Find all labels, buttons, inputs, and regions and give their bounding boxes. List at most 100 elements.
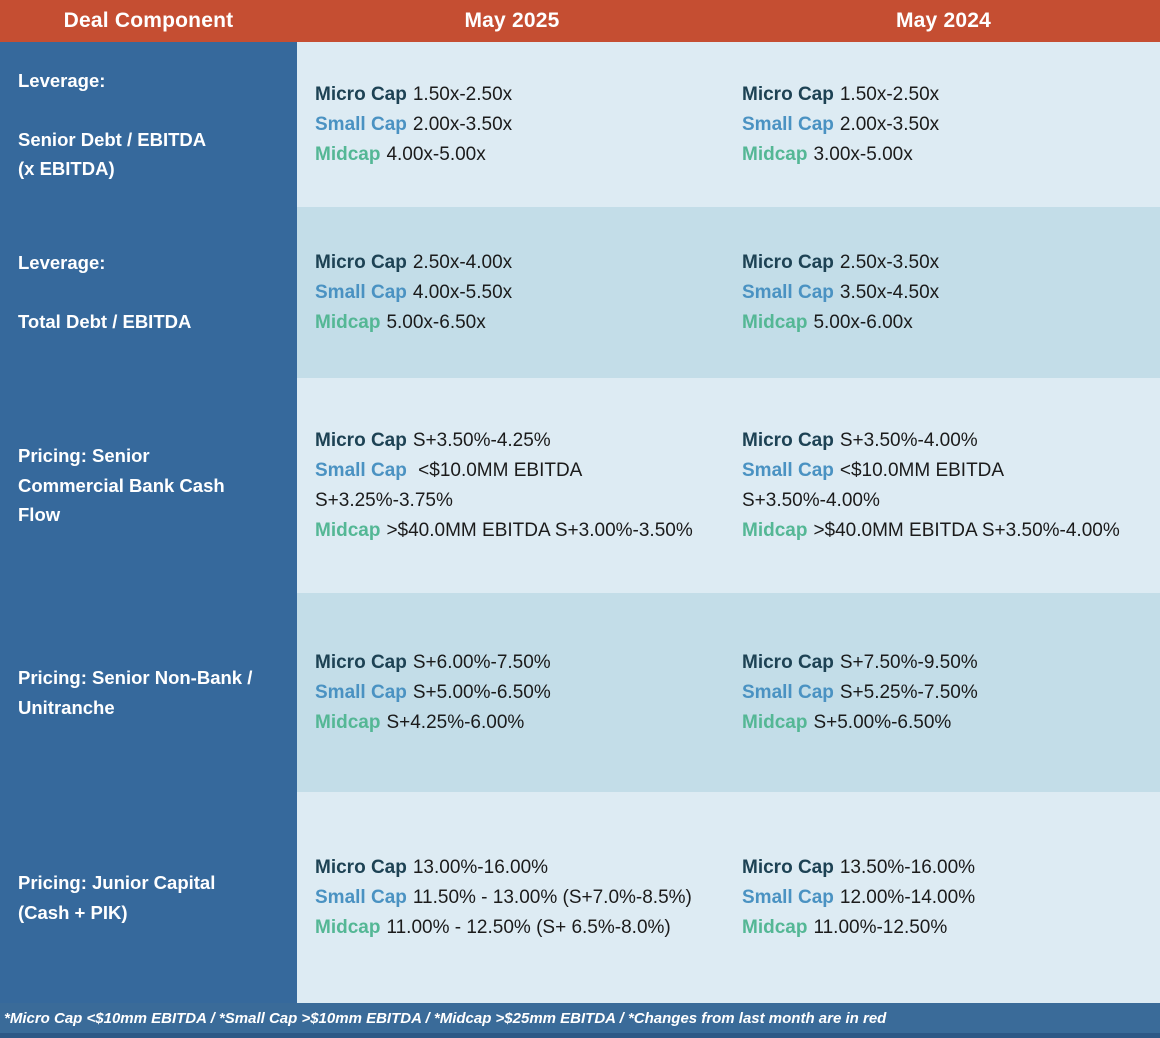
range-value: 4.00x-5.00x bbox=[386, 143, 486, 165]
component-label-line: (x EBITDA) bbox=[18, 158, 115, 179]
footnote-bar: *Micro Cap <$10mm EBITDA / *Small Cap >$… bbox=[0, 1003, 1160, 1038]
row-component-label: Leverage: Senior Debt / EBITDA (x EBITDA) bbox=[0, 42, 297, 207]
range-entry: Midcap 4.00x-5.00x bbox=[315, 140, 713, 170]
cell-may2025: Micro Cap 1.50x-2.50x Small Cap 2.00x-3.50x… bbox=[297, 42, 727, 207]
range-entry: Micro Cap 1.50x-2.50x bbox=[315, 80, 713, 110]
cell-may2024: Micro Cap S+7.50%-9.50% Small Cap S+5.25%-7… bbox=[727, 593, 1160, 792]
range-entry: Small Cap S+5.00%-6.50% bbox=[315, 678, 713, 708]
cell-may2025: Micro Cap 2.50x-4.00x Small Cap 4.00x-5.50x… bbox=[297, 207, 727, 378]
range-value: 1.50x-2.50x bbox=[839, 83, 940, 105]
range-value: 2.00x-3.50x bbox=[412, 113, 513, 135]
table-body: Leverage: Senior Debt / EBITDA (x EBITDA) M… bbox=[0, 42, 1160, 1003]
range-entry: Small Cap 2.00x-3.50x bbox=[742, 110, 1132, 140]
range-entry: Small Cap <$10.0MM EBITDA S+3.50%-4.00% bbox=[742, 456, 1132, 516]
range-entry: Micro Cap S+3.50%-4.00% bbox=[742, 426, 1132, 456]
range-value: 5.00x-6.00x bbox=[813, 311, 913, 333]
small-cap-label: Small Cap bbox=[742, 681, 834, 703]
range-entry: Midcap 3.00x-5.00x bbox=[742, 140, 1132, 170]
mid-cap-label: Midcap bbox=[742, 519, 808, 541]
range-value: 2.50x-3.50x bbox=[839, 251, 940, 273]
range-value: S+3.50%-4.25% bbox=[412, 429, 551, 451]
range-value: 13.50%-16.00% bbox=[839, 856, 976, 878]
component-label-line: Leverage: bbox=[18, 69, 106, 91]
component-label-line: Leverage: bbox=[18, 252, 106, 274]
micro-cap-label: Micro Cap bbox=[742, 83, 834, 105]
range-value: 2.00x-3.50x bbox=[839, 113, 940, 135]
component-label-line bbox=[18, 95, 291, 125]
mid-cap-label: Midcap bbox=[315, 916, 381, 938]
cell-may2024: Micro Cap S+3.50%-4.00% Small Cap <$10.0MM … bbox=[727, 378, 1160, 593]
range-value: 2.50x-4.00x bbox=[412, 251, 513, 273]
micro-cap-label: Micro Cap bbox=[315, 651, 407, 673]
row-component-label: Leverage: Total Debt / EBITDA bbox=[0, 207, 297, 378]
component-label-line: Senior Debt / EBITDA bbox=[18, 128, 207, 150]
component-label-line: Pricing: Senior bbox=[18, 445, 150, 467]
cell-may2024: Micro Cap 2.50x-3.50x Small Cap 3.50x-4.50x… bbox=[727, 207, 1160, 378]
range-entry: Micro Cap S+7.50%-9.50% bbox=[742, 648, 1132, 678]
micro-cap-label: Micro Cap bbox=[742, 856, 834, 878]
range-entry: Midcap 5.00x-6.00x bbox=[742, 308, 1132, 338]
cell-may2025: Micro Cap 13.00%-16.00% Small Cap 11.50% - … bbox=[297, 792, 727, 1003]
micro-cap-label: Micro Cap bbox=[315, 856, 407, 878]
range-entry: Midcap 11.00% - 12.50% (S+ 6.5%-8.0%) bbox=[315, 913, 713, 943]
row-component-label: Pricing: Senior Commercial Bank Cash Flow bbox=[0, 378, 297, 593]
small-cap-label: Small Cap bbox=[742, 281, 834, 303]
range-entry: Micro Cap S+3.50%-4.25% bbox=[315, 426, 713, 456]
cell-may2025: Micro Cap S+3.50%-4.25% Small Cap <$10.0MM… bbox=[297, 378, 727, 593]
range-value: 3.50x-4.50x bbox=[839, 281, 940, 303]
range-value: S+5.00%-6.50% bbox=[813, 711, 952, 733]
small-cap-label: Small Cap bbox=[742, 459, 834, 481]
mid-cap-label: Midcap bbox=[742, 916, 808, 938]
row-component-label: Pricing: Senior Non-Bank / Unitranche bbox=[0, 593, 297, 792]
range-entry: Small Cap 2.00x-3.50x bbox=[315, 110, 713, 140]
range-value: S+4.25%-6.00% bbox=[386, 711, 525, 733]
range-value: S+7.50%-9.50% bbox=[839, 651, 978, 673]
cell-may2025: Micro Cap S+6.00%-7.50% Small Cap S+5.00%-6… bbox=[297, 593, 727, 792]
table-row: Leverage: Total Debt / EBITDA Micro Cap 2.5… bbox=[0, 207, 1160, 378]
range-value: >$40.0MM EBITDA S+3.50%-4.00% bbox=[813, 519, 1120, 541]
range-value: 1.50x-2.50x bbox=[412, 83, 513, 105]
range-entry: Micro Cap 13.00%-16.00% bbox=[315, 853, 713, 883]
table-row: Pricing: Junior Capital (Cash + PIK) Micro… bbox=[0, 792, 1160, 1003]
cell-may2024: Micro Cap 1.50x-2.50x Small Cap 2.00x-3.50x… bbox=[727, 42, 1160, 207]
range-entry: Small Cap S+5.25%-7.50% bbox=[742, 678, 1132, 708]
range-entry: Small Cap 3.50x-4.50x bbox=[742, 278, 1132, 308]
range-entry: Micro Cap 2.50x-3.50x bbox=[742, 248, 1132, 278]
small-cap-label: Small Cap bbox=[315, 886, 407, 908]
micro-cap-label: Micro Cap bbox=[742, 251, 834, 273]
table-row: Leverage: Senior Debt / EBITDA (x EBITDA) M… bbox=[0, 42, 1160, 207]
small-cap-label: Small Cap bbox=[742, 113, 834, 135]
range-value: 11.00% - 12.50% (S+ 6.5%-8.0%) bbox=[386, 916, 671, 938]
component-label-line: Pricing: Senior Non-Bank / bbox=[18, 667, 253, 688]
header-may-2024: May 2024 bbox=[895, 9, 991, 32]
range-value: 5.00x-6.50x bbox=[386, 311, 486, 333]
small-cap-label: Small Cap bbox=[315, 459, 407, 481]
range-entry: Micro Cap 1.50x-2.50x bbox=[742, 80, 1132, 110]
range-value: S+6.00%-7.50% bbox=[412, 651, 551, 673]
micro-cap-label: Micro Cap bbox=[315, 429, 407, 451]
range-value: 13.00%-16.00% bbox=[412, 856, 549, 878]
mid-cap-label: Midcap bbox=[315, 143, 381, 165]
micro-cap-label: Micro Cap bbox=[315, 251, 407, 273]
micro-cap-label: Micro Cap bbox=[742, 429, 834, 451]
range-entry: Micro Cap 2.50x-4.00x bbox=[315, 248, 713, 278]
range-value: S+5.25%-7.50% bbox=[839, 681, 978, 703]
small-cap-label: Small Cap bbox=[315, 681, 407, 703]
table-row: Pricing: Senior Non-Bank / Unitranche Micr… bbox=[0, 593, 1160, 792]
range-value: <$10.0MM EBITDA S+3.50%-4.00% bbox=[742, 459, 1009, 511]
mid-cap-label: Midcap bbox=[315, 519, 381, 541]
component-label-line: Flow bbox=[18, 504, 61, 526]
component-label-line: (Cash + PIK) bbox=[18, 901, 128, 923]
mid-cap-label: Midcap bbox=[315, 711, 381, 733]
component-label-line bbox=[18, 278, 291, 308]
table-row: Pricing: Senior Commercial Bank Cash Flow M… bbox=[0, 378, 1160, 593]
range-value: 12.00%-14.00% bbox=[839, 886, 976, 908]
small-cap-label: Small Cap bbox=[315, 281, 407, 303]
small-cap-label: Small Cap bbox=[315, 113, 407, 135]
range-entry: Micro Cap 13.50%-16.00% bbox=[742, 853, 1132, 883]
header-may-2025: May 2025 bbox=[464, 9, 560, 32]
range-value: S+5.00%-6.50% bbox=[412, 681, 551, 703]
table-header-row: Deal Component May 2025 May 2024 bbox=[0, 0, 1160, 42]
mid-cap-label: Midcap bbox=[742, 311, 808, 333]
